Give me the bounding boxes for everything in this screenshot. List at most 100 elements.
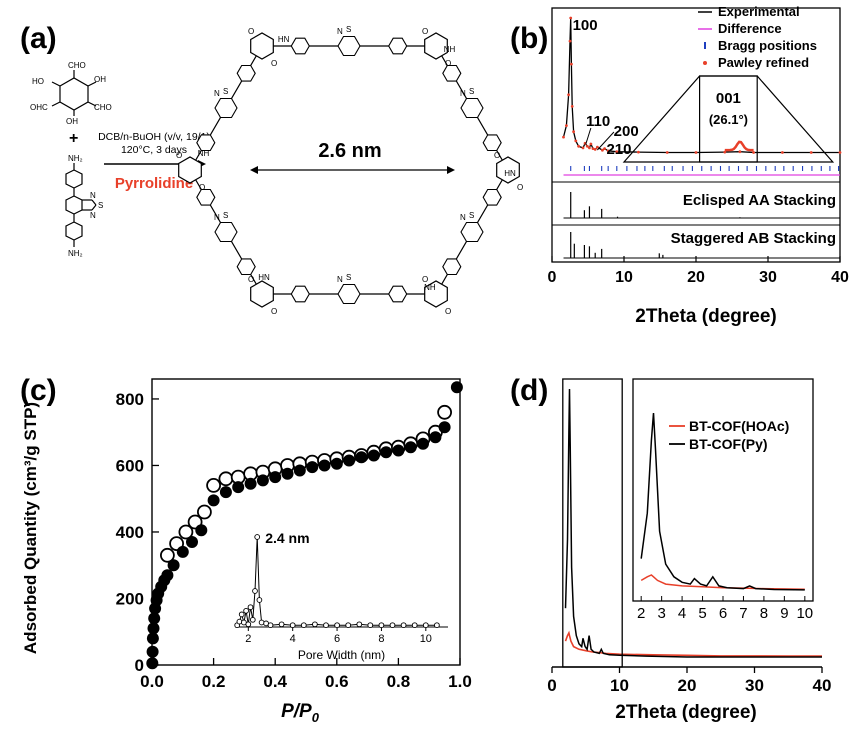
desorption-point (196, 504, 212, 520)
inset-x-tick-label: 8 (760, 605, 768, 622)
inset-psd-point (254, 534, 261, 540)
x-tick-label: 40 (831, 269, 849, 286)
reagent2-label: NH₂ (68, 249, 83, 258)
inset-psd-point (334, 622, 340, 629)
zoom-region-box (562, 378, 623, 668)
inset-psd-point (434, 622, 440, 629)
simulated-ab-label: Staggered AB Stacking (671, 230, 836, 247)
adsorption-point (392, 444, 405, 457)
imine-label: NH (424, 283, 436, 292)
inset-x-tick-label: 6 (719, 605, 727, 622)
chart-c-xlabel: P/P0 (281, 701, 320, 725)
imine-label: HN (258, 273, 270, 282)
peak-110-pointer (585, 127, 592, 145)
peak-label-100: 100 (573, 17, 598, 34)
nitrogen-label: N (214, 213, 220, 222)
benzothiadiazole-ring (460, 221, 484, 243)
nitrogen-label: N (337, 27, 343, 36)
adsorption-point (355, 451, 368, 464)
adsorption-point (219, 486, 232, 499)
oxygen-label: O (422, 275, 428, 284)
inset-psd-point (367, 622, 374, 629)
legend-label: Experimental (718, 4, 800, 19)
nitrogen-label: N (337, 275, 343, 284)
pawley-point (738, 150, 742, 154)
legend-swatch (703, 61, 707, 65)
nitrogen-label: N (460, 213, 466, 222)
pawley-point (596, 145, 599, 149)
conditions-line1: DCB/n-BuOH (v/v, 19/1) (98, 131, 210, 143)
pawley-point (569, 16, 573, 20)
inset-x-tick-label: 9 (780, 605, 788, 622)
y-tick-label: 800 (116, 390, 144, 409)
phenyl-ring (482, 134, 502, 152)
cof-node-ring (424, 280, 448, 308)
oxygen-label: O (248, 275, 254, 284)
adsorption-point (306, 461, 319, 474)
inset-psd-point (323, 622, 329, 629)
reagent2-label: N (90, 211, 96, 220)
x-tick-label: 0.8 (387, 672, 411, 691)
inset-psd-point (252, 588, 258, 594)
inset-peak-label: 2.4 nm (265, 530, 309, 546)
chart-c-xlabel-sub: 0 (312, 710, 320, 725)
reagent1-label: HO (32, 77, 44, 86)
peak-200-pointer (596, 131, 615, 151)
benzothiadiazole-ring (460, 97, 484, 119)
inset-psd-point (245, 621, 252, 628)
adsorption-point (256, 474, 269, 487)
pawley-point (809, 151, 813, 154)
phenyl-ring (236, 64, 256, 82)
chart-d-xlabel: 2Theta (degree) (615, 702, 756, 723)
legend-label: Pawley refined (718, 55, 809, 70)
phenyl-ring (196, 188, 216, 206)
inset-x-tick-label: 6 (334, 633, 340, 645)
inset-series-bt-cof-py (640, 412, 805, 591)
series-bt-cof-hoac (564, 630, 822, 657)
sulfur-label: S (469, 87, 474, 96)
panel-d-label: (d) (510, 374, 549, 407)
oxygen-label: O (271, 307, 277, 316)
chart-b-xlabel: 2Theta (degree) (635, 306, 776, 327)
adsorption-point (232, 481, 245, 494)
inset-psd-line (236, 536, 437, 626)
inset-psd-point (378, 622, 385, 629)
reagent2-label: NH₂ (68, 154, 83, 163)
reagent2-label: N (90, 191, 96, 200)
inset-psd-point (236, 618, 243, 625)
cof-node-ring (424, 32, 448, 60)
pawley-point (752, 151, 755, 154)
adsorption-point (417, 437, 429, 450)
peak-001-magnified (724, 140, 754, 152)
phenyl-ring (290, 37, 310, 55)
pawley-point (593, 148, 597, 151)
pawley-point (591, 147, 595, 151)
x-tick-label: 30 (759, 269, 777, 286)
reagent-bt-diamine (65, 163, 97, 247)
chart-pxrd-comparison: 0 10 20 30 40 2 3 4 5 6 7 8 9 10 BT-COF(HOAc) BT-COF(P… (547, 378, 831, 723)
chart-c-ylabel: Adsorbed Quantity (cm³/g STP) (21, 402, 40, 654)
imine-label: NH (444, 45, 456, 54)
adsorption-point (167, 559, 180, 572)
imine-label: HN (278, 35, 290, 44)
adsorption-point (244, 477, 257, 490)
chart-b-axes: 0 10 20 30 40 (548, 7, 849, 286)
pawley-point (615, 150, 619, 154)
oxygen-label: O (199, 183, 205, 192)
imine-label: HN (504, 169, 516, 178)
desorption-point (206, 478, 222, 493)
pawley-point (581, 146, 585, 150)
phenyl-ring (388, 285, 408, 303)
benzothiadiazole-ring (337, 35, 361, 57)
benzothiadiazole-ring (337, 283, 361, 305)
desorption-point (159, 547, 175, 563)
chart-c-xlabel-main: P/P (281, 701, 312, 722)
chart-b-legend: Experimental Difference Bragg positions Paw… (698, 4, 817, 70)
x-tick-label: 1.0 (448, 672, 472, 691)
inset-psd-point (238, 611, 245, 618)
inset-x-tick-label: 3 (657, 605, 665, 622)
adsorption-point (450, 381, 463, 394)
x-tick-label: 10 (615, 269, 633, 286)
adsorption-point (343, 454, 356, 467)
adsorption-point (146, 657, 159, 670)
